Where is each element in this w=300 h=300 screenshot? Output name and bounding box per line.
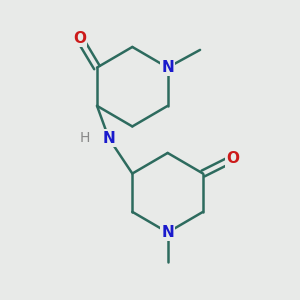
Text: N: N [161, 60, 174, 75]
Text: N: N [102, 131, 115, 146]
Text: H: H [80, 131, 90, 145]
Text: N: N [161, 225, 174, 240]
Text: O: O [73, 31, 86, 46]
Text: O: O [226, 151, 239, 166]
